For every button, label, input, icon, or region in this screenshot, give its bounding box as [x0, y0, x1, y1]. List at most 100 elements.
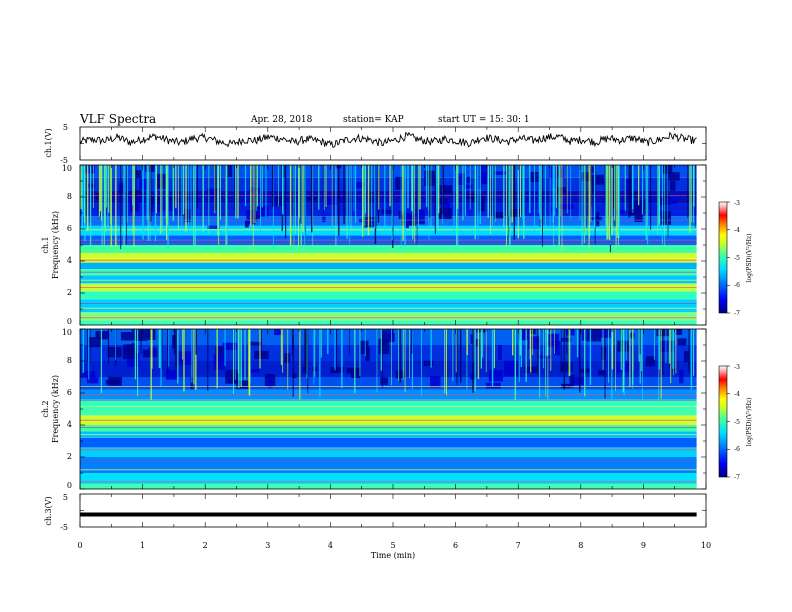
date-label: Apr. 28, 2018 — [250, 115, 313, 125]
spectral-patch — [139, 179, 149, 190]
spectral-patch — [476, 165, 489, 176]
ch1-ytick-top: 5 — [63, 123, 68, 132]
ch2-spectrogram-ylabel: ch.2 — [41, 400, 50, 417]
spectral-patch — [670, 180, 676, 191]
ch2-ytick-2: 2 — [67, 452, 72, 461]
spectral-patch — [207, 225, 220, 229]
spectral-patch — [351, 371, 361, 378]
spectral-patch — [485, 382, 501, 389]
frequency-band — [80, 437, 697, 448]
spectral-patch — [616, 210, 624, 215]
ch1-cb-tick-m4: -4 — [734, 227, 740, 234]
ch2-ytick-8: 8 — [67, 356, 72, 365]
spectral-patch — [596, 211, 600, 227]
spectral-patch — [572, 376, 585, 386]
spectral-patch — [100, 194, 115, 203]
spectral-patch — [135, 170, 142, 179]
spectral-patch — [527, 336, 540, 350]
ch1-ytick-4: 4 — [67, 256, 72, 265]
spectral-patch — [256, 205, 269, 217]
spectral-patch — [494, 211, 504, 219]
ch1-spectrogram-panel: 0 2 4 6 8 10 ch.1 Frequency (kHz) — [41, 164, 707, 326]
frequency-band — [80, 225, 697, 236]
ch1-waveform-panel: 5 -5 ch.1(V) — [44, 123, 707, 165]
ch2-frequency-label: Frequency (kHz) — [51, 375, 60, 443]
spectral-patch — [467, 176, 471, 183]
frequency-band — [80, 312, 697, 321]
spectral-patch — [118, 182, 125, 194]
ch2-cb-tick-m7: -7 — [734, 474, 740, 481]
ch2-colorbar-scale — [718, 365, 728, 478]
spectral-patch — [475, 339, 480, 347]
spectral-patch — [185, 194, 190, 202]
spectral-patch — [155, 173, 168, 189]
ch2-cb-tick-m3: -3 — [734, 364, 740, 371]
ch2-colorbar-label: log(PSD)(V²/Hz) — [746, 398, 753, 447]
frequency-band — [80, 473, 697, 485]
ch1-cb-tick-m5: -5 — [734, 255, 740, 262]
ch1-colorbar-scale — [718, 201, 728, 314]
spectral-patch — [629, 332, 635, 339]
spectral-patch — [668, 172, 680, 181]
spectral-patch — [537, 355, 552, 359]
spectral-patch — [207, 188, 222, 195]
spectral-patch — [120, 331, 136, 341]
spectral-patch — [95, 330, 109, 340]
frequency-band — [80, 291, 697, 300]
spectral-patch — [355, 182, 366, 189]
spectral-patch — [367, 191, 374, 204]
ch1-waveform-line — [79, 131, 697, 148]
frequency-band — [80, 299, 697, 313]
spectral-patch — [561, 383, 571, 389]
ch2-colorbar: -3 -4 -5 -6 -7 log(PSD)(V²/Hz) — [718, 364, 753, 481]
ch1-spectrogram-ylabel: ch.1 — [41, 236, 50, 253]
xtick-8: 8 — [578, 541, 583, 550]
ch1-ytick-8: 8 — [67, 192, 72, 201]
xtick-0: 0 — [77, 541, 82, 550]
ch2-ytick-6: 6 — [67, 388, 72, 397]
ch1-colorbar: -3 -4 -5 -6 -7 log(PSD)(V²/Hz) — [718, 200, 753, 317]
spectral-patch — [560, 361, 573, 372]
spectral-patch — [122, 344, 135, 360]
ch1-ytick-2: 2 — [67, 288, 72, 297]
spectral-patch — [387, 329, 394, 339]
xtick-9: 9 — [641, 541, 646, 550]
spectral-patch — [381, 329, 388, 343]
spectral-patch — [360, 340, 369, 355]
spectral-patch — [627, 211, 638, 216]
spectral-patch — [105, 379, 121, 385]
ch3-ytick-bottom: -5 — [60, 523, 68, 532]
spectral-patch — [586, 329, 601, 342]
spectral-patch — [553, 340, 561, 356]
spectral-patch — [222, 342, 238, 351]
spectral-patch — [556, 187, 567, 195]
xtick-3: 3 — [265, 541, 270, 550]
spectral-patch — [86, 377, 99, 384]
xaxis-label: Time (min) — [371, 551, 415, 560]
ch1-ytick-bottom: -5 — [60, 156, 68, 165]
frequency-band — [80, 409, 697, 416]
spectral-patch — [166, 369, 177, 380]
spectral-patch — [107, 346, 122, 358]
ch1-colorbar-ticks — [727, 201, 730, 314]
ch3-waveform-ticks — [79, 494, 707, 527]
spectral-patch — [634, 211, 643, 222]
xtick-1: 1 — [140, 541, 145, 550]
frequency-band — [80, 320, 697, 325]
spectral-patch — [346, 367, 361, 374]
spectral-patch — [267, 376, 273, 388]
spectral-patch — [470, 334, 474, 344]
ch1-ytick-0: 0 — [67, 317, 72, 326]
spectral-patch — [590, 182, 596, 195]
spectral-patch — [665, 198, 678, 205]
station-label: station= KAP — [343, 115, 404, 125]
spectral-patch — [561, 337, 572, 342]
spectral-patch — [395, 176, 404, 190]
spectral-patch — [250, 369, 260, 373]
spectral-patch — [172, 335, 176, 349]
frequency-band — [80, 165, 697, 178]
spectral-patch — [677, 338, 687, 346]
spectral-patch — [477, 195, 485, 212]
frequency-band — [80, 216, 697, 226]
